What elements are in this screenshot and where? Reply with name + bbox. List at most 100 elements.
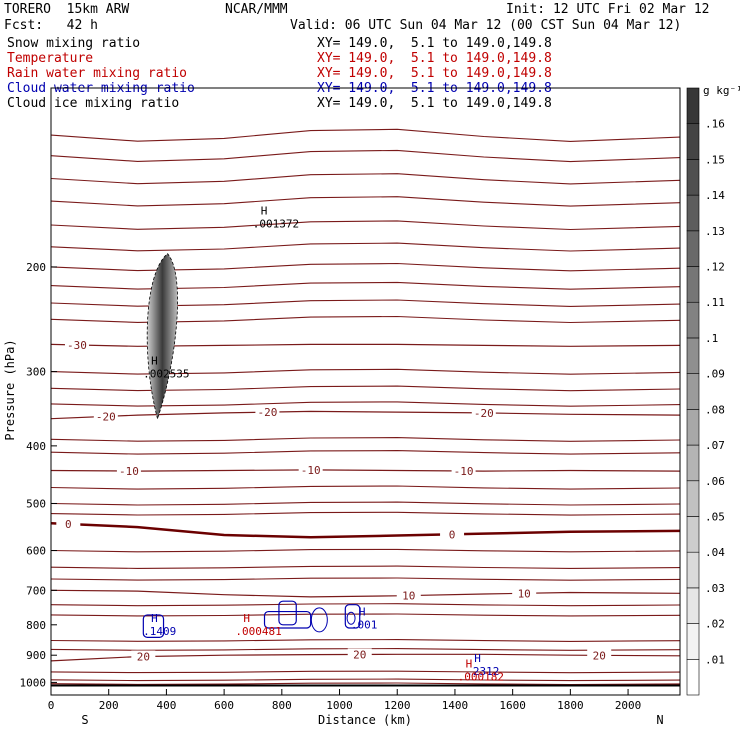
colorbar-bin bbox=[686, 159, 700, 196]
isotherm-line bbox=[51, 485, 680, 490]
org-title: NCAR/MMM bbox=[225, 2, 288, 17]
isotherm-line bbox=[51, 196, 680, 207]
isotherm-label: -10 bbox=[119, 465, 139, 478]
isotherm-label: 20 bbox=[137, 651, 150, 664]
isotherm-line bbox=[51, 522, 680, 539]
cloud-water-contour bbox=[310, 607, 328, 633]
isotherm-label: 10 bbox=[518, 587, 531, 600]
isotherm-line bbox=[51, 242, 680, 252]
high-marker: H bbox=[151, 354, 158, 367]
cloud-water-contour bbox=[278, 600, 297, 626]
y-tick-label: 700 bbox=[26, 584, 46, 597]
isotherm-line bbox=[51, 670, 680, 674]
colorbar-bin bbox=[686, 480, 700, 517]
isotherm-line bbox=[51, 450, 680, 455]
colorbar-label: .13 bbox=[705, 225, 725, 238]
y-tick-label: 900 bbox=[26, 649, 46, 662]
field-xy-snow: XY= 149.0, 5.1 to 149.0,149.8 bbox=[317, 36, 552, 51]
x-tick-label: 1200 bbox=[384, 699, 411, 712]
colorbar-bin bbox=[686, 587, 700, 624]
isotherm-line bbox=[51, 128, 680, 142]
isotherm-line bbox=[51, 548, 680, 553]
isotherm-line bbox=[51, 262, 680, 272]
field-xy-cloud-ice: XY= 149.0, 5.1 to 149.0,149.8 bbox=[317, 96, 552, 111]
y-axis-title: Pressure (hPa) bbox=[3, 339, 17, 440]
y-tick-label: 400 bbox=[26, 440, 46, 453]
isotherm-label: -20 bbox=[474, 407, 494, 420]
colorbar-label: .08 bbox=[705, 403, 725, 416]
x-end-label-right: N bbox=[656, 713, 663, 727]
field-xy-temperature: XY= 149.0, 5.1 to 149.0,149.8 bbox=[317, 51, 552, 66]
high-marker: H bbox=[466, 658, 473, 671]
colorbar-bin bbox=[686, 230, 700, 267]
colorbar-label: .15 bbox=[705, 153, 725, 166]
colorbar-bin bbox=[686, 337, 700, 374]
isotherm-line bbox=[51, 437, 680, 442]
isotherm-line bbox=[51, 315, 680, 324]
colorbar-bin bbox=[686, 658, 700, 696]
x-tick-label: 2000 bbox=[615, 699, 642, 712]
forecast-hour: Fcst: 42 h bbox=[4, 18, 98, 33]
x-tick-label: 800 bbox=[272, 699, 292, 712]
snow-shaded-region bbox=[146, 253, 178, 421]
x-tick-label: 1800 bbox=[557, 699, 584, 712]
colorbar-label: .05 bbox=[705, 510, 725, 523]
colorbar-label: .16 bbox=[705, 118, 725, 131]
x-tick-label: 1600 bbox=[499, 699, 526, 712]
isotherm-line bbox=[51, 343, 680, 347]
colorbar-bin bbox=[686, 444, 700, 482]
y-tick-label: 200 bbox=[26, 261, 46, 274]
high-value: .2312 bbox=[466, 665, 499, 678]
colorbar-label: .11 bbox=[705, 296, 725, 309]
colorbar-label: .1 bbox=[705, 332, 718, 345]
high-value: .000481 bbox=[235, 625, 281, 638]
isotherm-label: 0 bbox=[65, 518, 72, 531]
field-label-rain: Rain water mixing ratio bbox=[7, 66, 188, 81]
isotherm-line bbox=[51, 639, 680, 642]
colorbar-label: .09 bbox=[705, 368, 725, 381]
y-tick-label: 300 bbox=[26, 366, 46, 379]
field-label-snow: Snow mixing ratio bbox=[7, 36, 141, 51]
plot-frame bbox=[50, 87, 681, 696]
isotherm-line bbox=[51, 678, 680, 682]
isotherm-line bbox=[51, 577, 680, 581]
isotherm-line bbox=[51, 149, 680, 163]
high-value: .000182 bbox=[458, 671, 504, 684]
cloud-water-contour bbox=[142, 614, 165, 638]
x-tick-label: 400 bbox=[156, 699, 176, 712]
isotherm-label: 0 bbox=[449, 528, 456, 541]
colorbar-label: .01 bbox=[705, 653, 725, 666]
colorbar-label: .06 bbox=[705, 475, 725, 488]
high-value: .002535 bbox=[143, 367, 189, 380]
field-xy-rain: XY= 149.0, 5.1 to 149.0,149.8 bbox=[317, 66, 552, 81]
isotherm-line bbox=[51, 401, 680, 407]
high-value: .001 bbox=[351, 618, 378, 631]
isotherm-line bbox=[51, 469, 680, 472]
high-marker: H bbox=[243, 612, 250, 625]
colorbar-label: .04 bbox=[705, 546, 725, 559]
model-title: TORERO 15km ARW bbox=[4, 2, 130, 17]
isotherm-line bbox=[51, 299, 680, 307]
colorbar-label: .14 bbox=[705, 189, 725, 202]
isotherm-line bbox=[51, 603, 680, 607]
valid-time: Valid: 06 UTC Sun 04 Mar 12 (00 CST Sun … bbox=[290, 18, 682, 33]
isotherm-label: -20 bbox=[96, 410, 116, 423]
colorbar-bin bbox=[686, 194, 700, 232]
colorbar-bin bbox=[686, 551, 700, 589]
colorbar-bin bbox=[686, 409, 700, 446]
colorbar-label: .02 bbox=[705, 618, 725, 631]
cloud-water-contour bbox=[263, 610, 312, 629]
isotherm-line bbox=[51, 589, 680, 598]
colorbar-bin bbox=[686, 123, 700, 160]
y-tick-label: 500 bbox=[26, 497, 46, 510]
field-label-temperature: Temperature bbox=[7, 51, 94, 66]
colorbar-bin bbox=[686, 87, 700, 125]
x-tick-label: 0 bbox=[48, 699, 55, 712]
isotherm-label: 20 bbox=[593, 649, 606, 662]
high-value: .1409 bbox=[143, 625, 176, 638]
x-tick-label: 200 bbox=[99, 699, 119, 712]
y-tick-label: 600 bbox=[26, 545, 46, 558]
isotherm-line bbox=[51, 682, 680, 686]
isotherm-line bbox=[51, 281, 680, 290]
